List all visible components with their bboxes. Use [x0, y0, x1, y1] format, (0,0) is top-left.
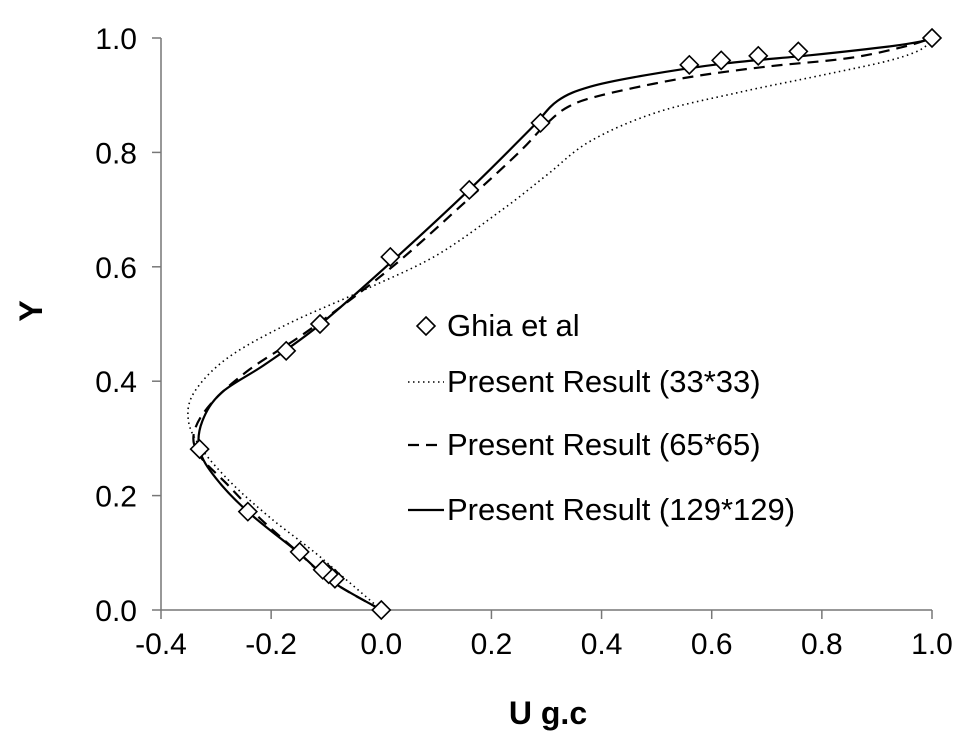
- y-tick-label: 0.4: [95, 366, 137, 399]
- data-point-diamond: [371, 599, 392, 621]
- x-tick-label: 0.2: [471, 628, 513, 661]
- legend: Ghia et al Present Result (33*33) Present …: [408, 308, 795, 527]
- x-tick-label: 0.8: [801, 628, 843, 661]
- y-tick-label: 0.2: [95, 481, 137, 514]
- axes: -0.4 -0.2 0.0 0.2 0.4 0.6 0.8 1.0 0.0 0.2 0.4 0.6 0.…: [95, 23, 953, 661]
- y-tick-label: 0.0: [95, 595, 137, 628]
- data-point-diamond: [748, 45, 769, 66]
- series-line-dashed: [192, 36, 933, 611]
- data-point-diamond: [312, 559, 333, 580]
- data-point-diamond: [189, 438, 210, 460]
- data-point-diamond: [788, 41, 809, 62]
- x-tick-label: 0.4: [581, 628, 623, 661]
- data-point-diamond: [380, 246, 401, 268]
- data-point-diamond: [289, 541, 310, 563]
- data-point-diamond: [237, 501, 258, 522]
- data-point-diamond: [711, 50, 732, 71]
- y-axis-title: Y: [13, 300, 49, 321]
- x-tick-label: 0.0: [360, 628, 402, 661]
- y-tick-label: 1.0: [95, 23, 137, 56]
- data-point-diamond: [459, 179, 480, 201]
- legend-label: Present Result (33*33): [447, 364, 761, 399]
- legend-label: Present Result (129*129): [447, 492, 795, 527]
- series-line-dotted: [187, 37, 933, 611]
- series-layer: [187, 27, 943, 621]
- data-point-diamond: [276, 340, 297, 361]
- y-tick-label: 0.8: [95, 137, 137, 170]
- data-point-diamond: [530, 112, 551, 134]
- x-axis-title: U g.c: [509, 695, 587, 731]
- legend-marker-diamond: [415, 315, 437, 337]
- x-tick-label: 1.0: [911, 628, 953, 661]
- data-point-diamond: [679, 54, 700, 75]
- y-tick-label: 0.6: [95, 252, 137, 285]
- x-tick-label: -0.2: [245, 628, 297, 661]
- data-point-diamond: [921, 27, 943, 49]
- legend-label: Ghia et al: [447, 308, 580, 343]
- legend-label: Present Result (65*65): [447, 427, 761, 462]
- x-tick-label: -0.4: [135, 628, 187, 661]
- x-tick-label: 0.6: [691, 628, 733, 661]
- series-line-solid: [197, 36, 933, 611]
- data-point-diamond: [309, 313, 331, 335]
